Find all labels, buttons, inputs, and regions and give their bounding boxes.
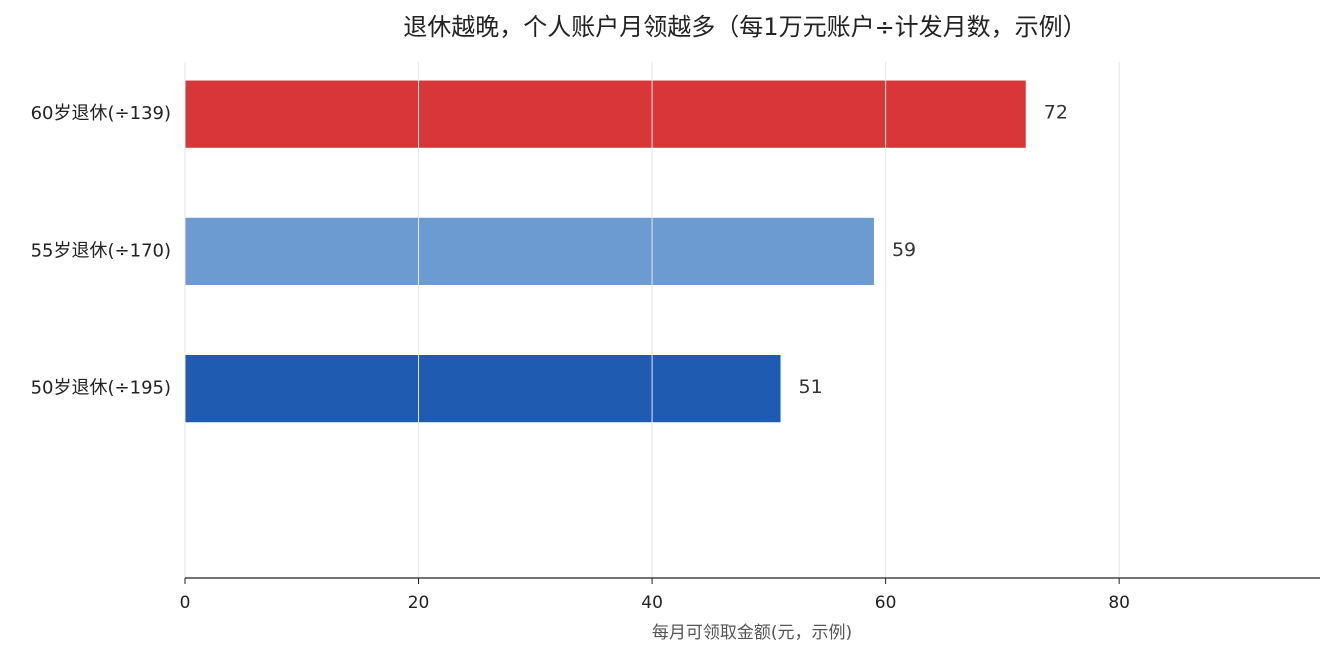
bar [185, 217, 874, 286]
value-label: 72 [1044, 102, 1068, 124]
bar [185, 354, 781, 423]
value-label: 59 [892, 239, 916, 261]
x-tick-label: 20 [408, 593, 430, 613]
x-axis-label: 每月可领取金额(元，示例) [652, 623, 852, 643]
bar [185, 80, 1026, 148]
x-tick-label: 0 [180, 593, 191, 613]
y-tick-label: 50岁退休(÷195) [31, 378, 171, 399]
x-tick-label: 40 [641, 593, 663, 613]
x-tick-label: 60 [875, 593, 897, 613]
y-tick-label: 55岁退休(÷170) [31, 240, 171, 261]
chart-title: 退休越晚，个人账户月领越多（每1万元账户÷计发月数，示例） [403, 13, 1086, 41]
x-tick-label: 80 [1108, 593, 1130, 613]
y-tick-label: 60岁退休(÷139) [31, 103, 171, 124]
value-label: 51 [799, 376, 823, 398]
